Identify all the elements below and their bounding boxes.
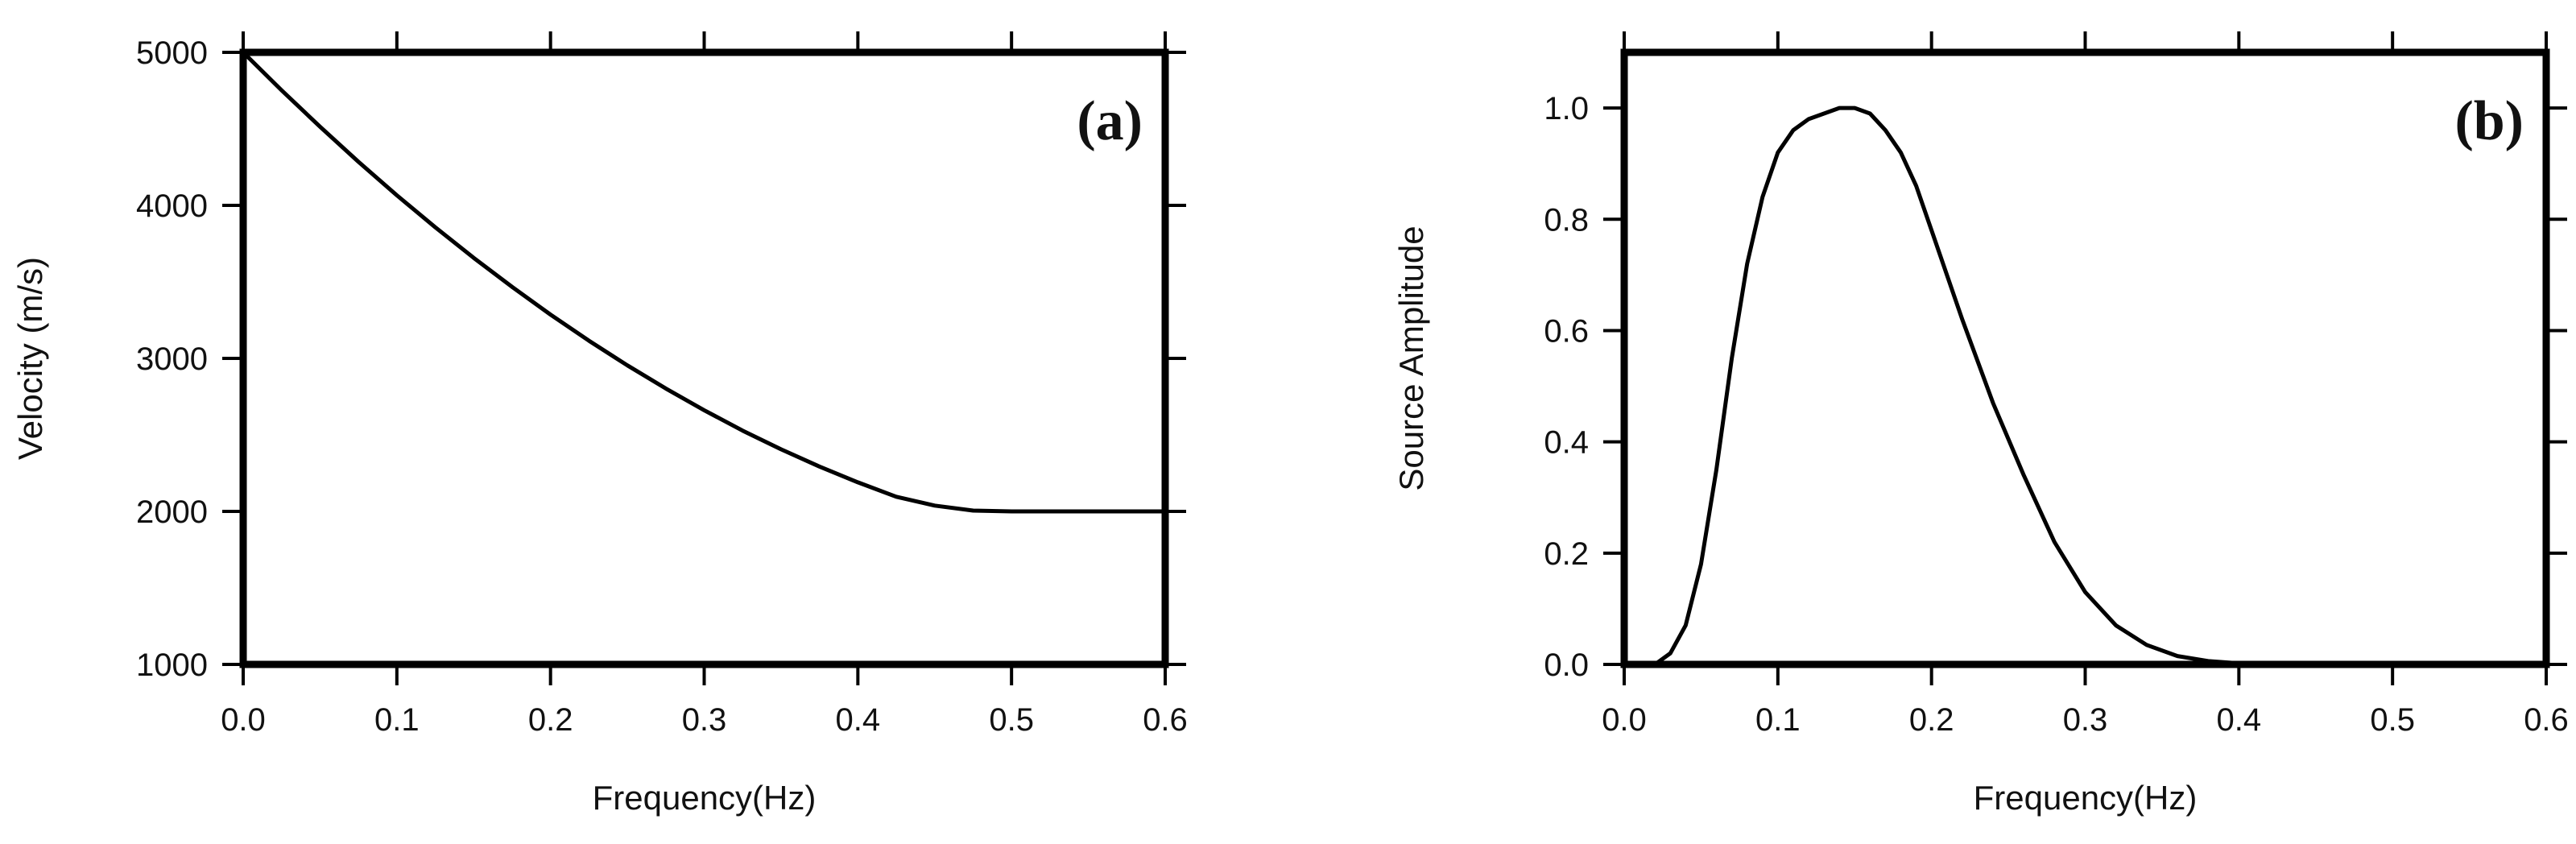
y-axis-label: Source Amplitude bbox=[1392, 225, 1430, 490]
x-tick-label: 0.0 bbox=[221, 702, 266, 738]
y-tick-label: 1.0 bbox=[1544, 91, 1589, 126]
x-tick-label: 0.6 bbox=[1143, 702, 1188, 738]
x-tick-label: 0.6 bbox=[2524, 702, 2569, 738]
y-tick-label: 0.8 bbox=[1544, 202, 1589, 238]
x-tick-label: 0.4 bbox=[836, 702, 881, 738]
y-tick-label: 3000 bbox=[136, 341, 208, 377]
x-tick-label: 0.4 bbox=[2217, 702, 2262, 738]
y-tick-label: 5000 bbox=[136, 35, 208, 71]
y-tick-label: 1000 bbox=[136, 647, 208, 683]
y-tick-label: 0.4 bbox=[1544, 425, 1589, 461]
x-axis-label: Frequency(Hz) bbox=[1974, 779, 2198, 817]
chart-panel-b: 0.0 0.1 0.2 0.3 0.4 0.5 0.6 0.0 0.2 0.4 0.6 0.8 1.0 F… bbox=[1392, 31, 2569, 817]
x-tick-label: 0.1 bbox=[374, 702, 420, 738]
series-line bbox=[1622, 106, 2549, 667]
y-tick-label: 4000 bbox=[136, 188, 208, 224]
y-axis-label: Velocity (m/s) bbox=[11, 257, 49, 460]
x-axis-label: Frequency(Hz) bbox=[593, 779, 817, 817]
y-tick-label: 0.2 bbox=[1544, 536, 1589, 572]
plot-frame bbox=[1620, 48, 2550, 668]
x-tick-label: 0.2 bbox=[1909, 702, 1954, 738]
panel-label: (a) bbox=[1077, 90, 1143, 152]
chart-panel-a: 0.0 0.1 0.2 0.3 0.4 0.5 0.6 1000 2000 3000 4000 500… bbox=[11, 31, 1188, 817]
x-tick-label: 0.5 bbox=[2370, 702, 2415, 738]
x-tick-label: 0.0 bbox=[1602, 702, 1647, 738]
y-tick-label: 0.0 bbox=[1544, 647, 1589, 683]
x-tick-label: 0.5 bbox=[989, 702, 1034, 738]
y-tick-label: 2000 bbox=[136, 494, 208, 530]
y-tick-label: 0.6 bbox=[1544, 313, 1589, 349]
x-tick-label: 0.3 bbox=[2063, 702, 2108, 738]
x-tick-label: 0.2 bbox=[528, 702, 573, 738]
panel-label: (b) bbox=[2454, 90, 2524, 152]
plot-frame bbox=[239, 48, 1169, 668]
series-line bbox=[241, 50, 1168, 514]
x-tick-label: 0.3 bbox=[682, 702, 727, 738]
x-tick-label: 0.1 bbox=[1755, 702, 1801, 738]
